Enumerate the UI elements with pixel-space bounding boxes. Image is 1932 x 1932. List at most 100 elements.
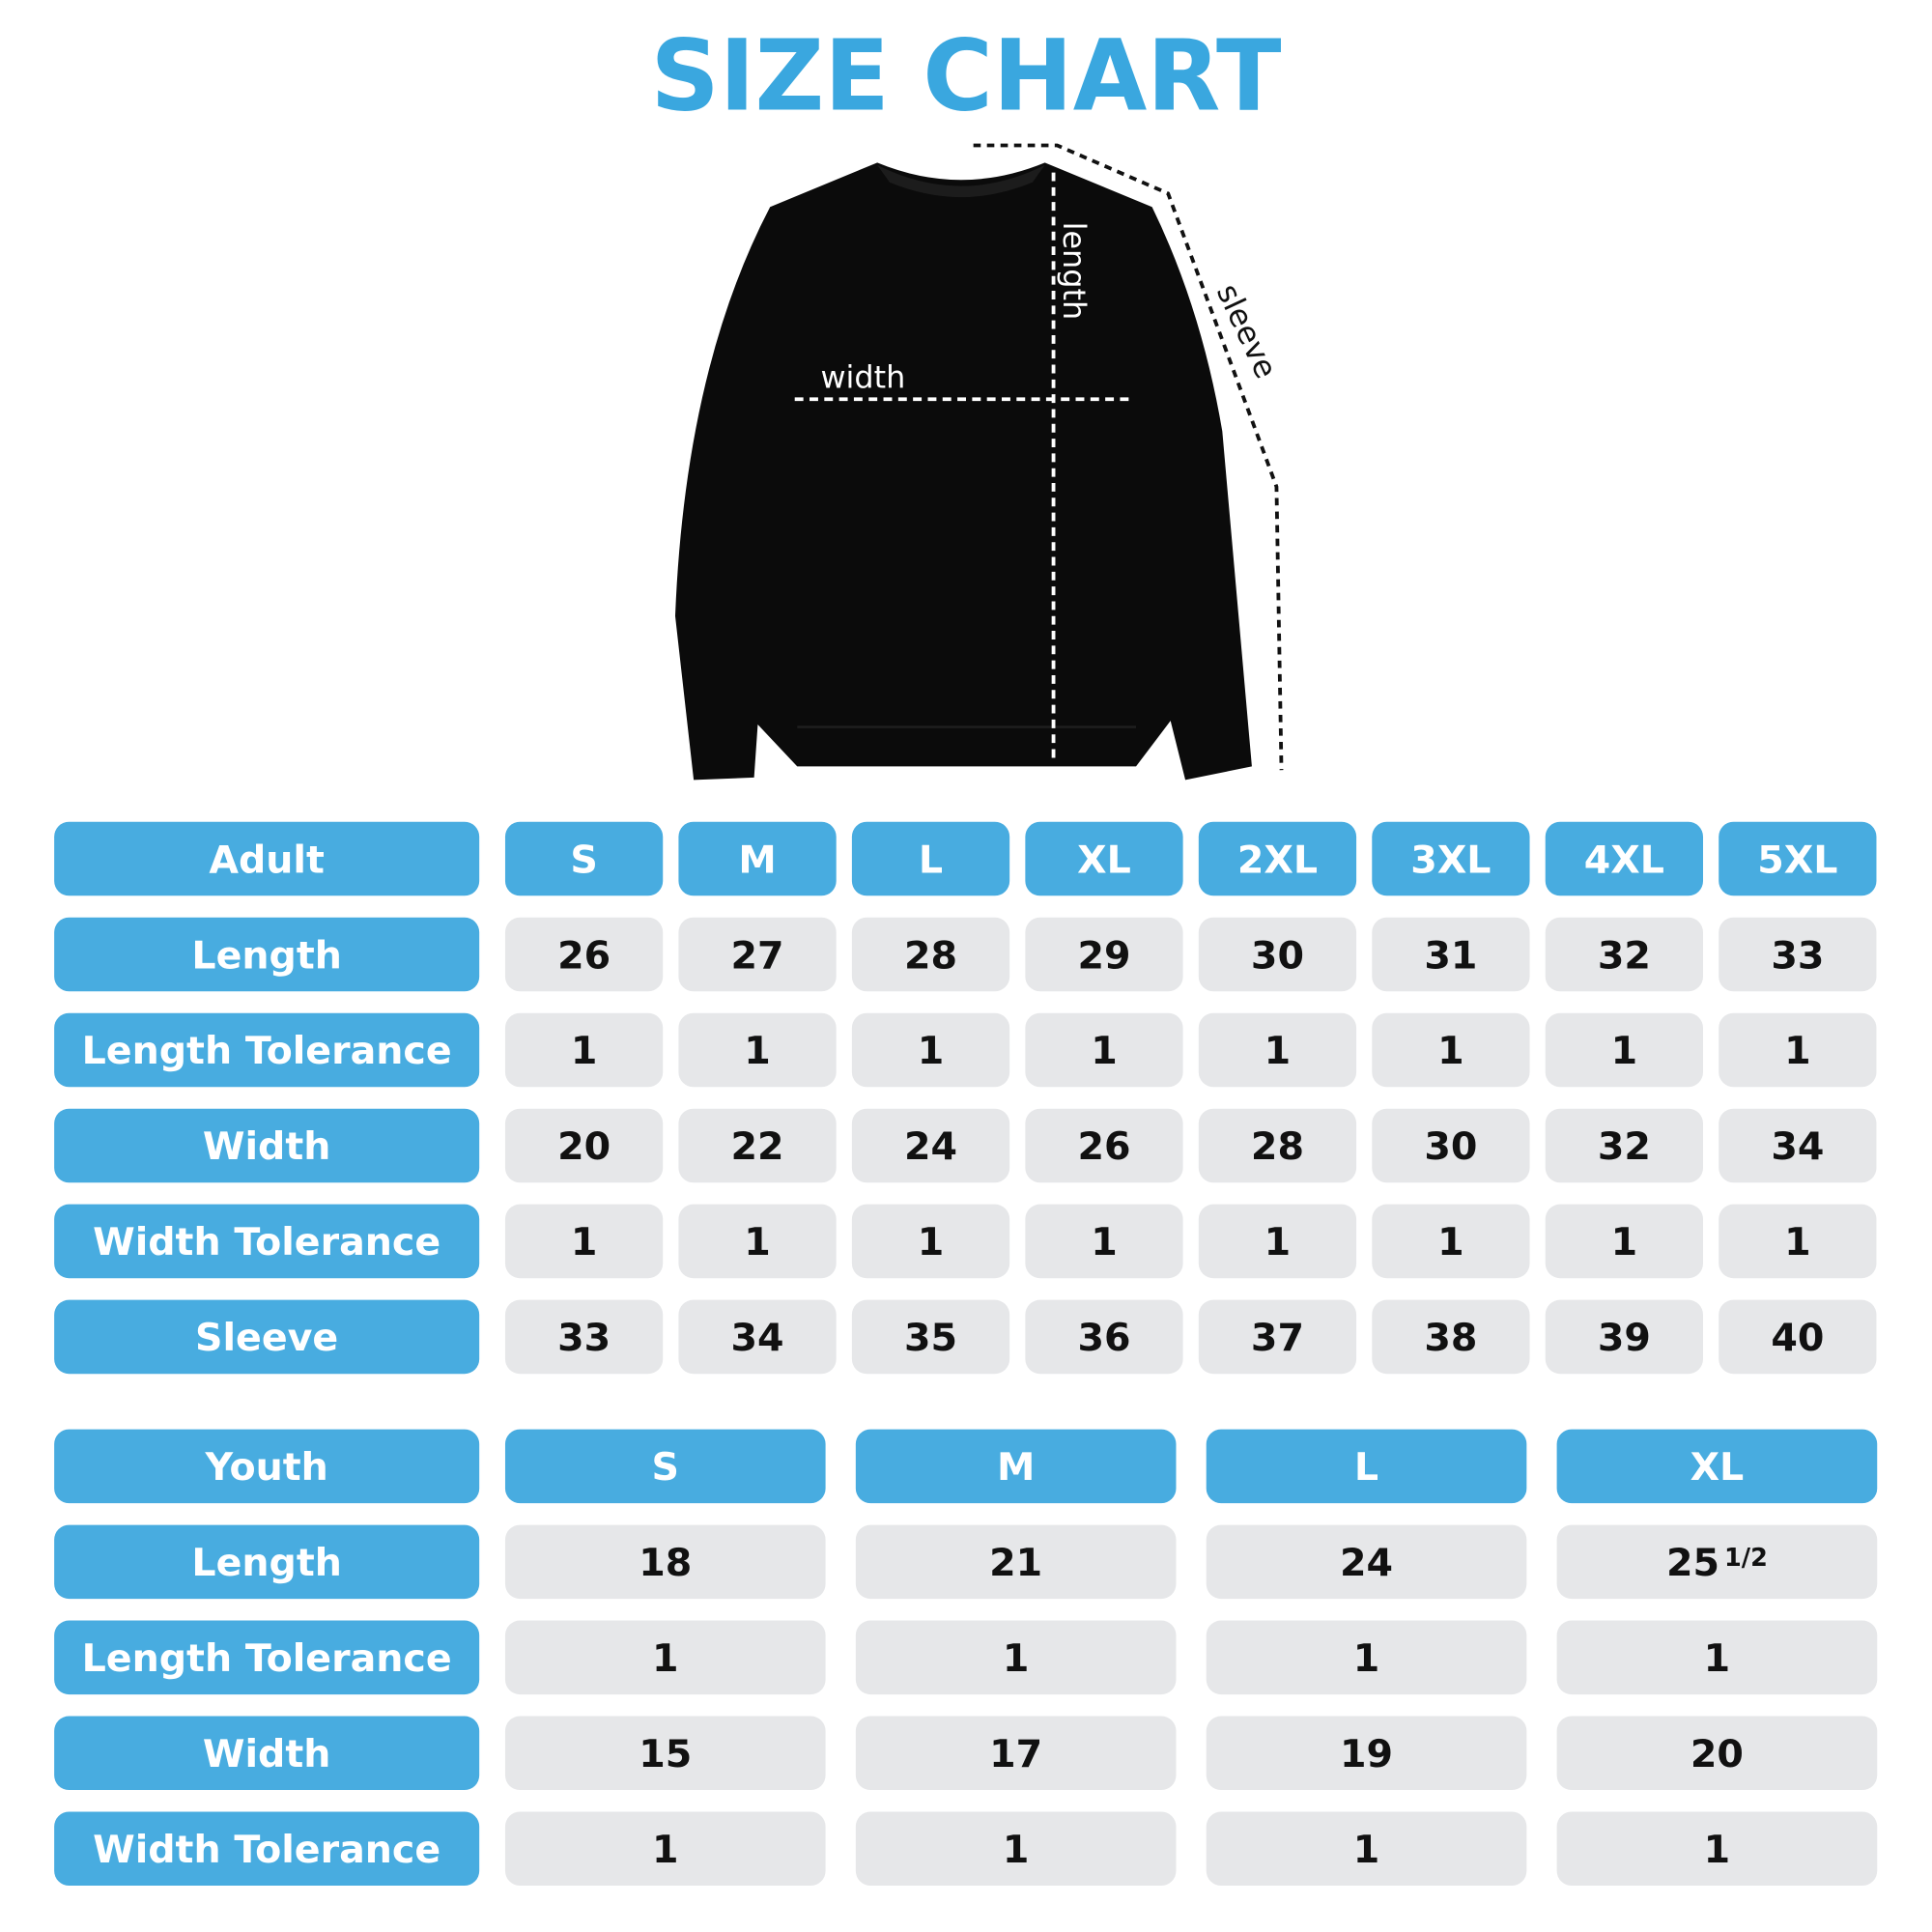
value-cell [851, 1299, 1010, 1375]
value-cell [855, 1620, 1177, 1695]
value-cell [1545, 1204, 1704, 1279]
value-text: 1 [1264, 1220, 1292, 1264]
header-cell [54, 1429, 480, 1504]
header-cell [54, 821, 480, 896]
value-text: 1 [1003, 1828, 1030, 1872]
row-label-cell [54, 1716, 480, 1791]
value-text: 20 [557, 1124, 611, 1169]
value-text: 1 [1437, 1029, 1464, 1073]
row-label: Length Tolerance [82, 1029, 452, 1073]
title: SIZE CHART [650, 19, 1281, 134]
value-text: 30 [1251, 933, 1304, 978]
header-text: 2XL [1237, 838, 1318, 882]
row-label-cell [54, 1524, 480, 1600]
header-text: 3XL [1410, 838, 1491, 882]
value-text: 32 [1598, 933, 1651, 978]
header-cell [1372, 821, 1530, 896]
value-cell [1556, 1811, 1878, 1887]
value-cell [1719, 1204, 1877, 1279]
header-text: L [1354, 1445, 1378, 1490]
value-cell [1025, 1204, 1183, 1279]
row-label-cell [54, 1012, 480, 1088]
value-cell [1556, 1716, 1878, 1791]
value-cell [1198, 1108, 1357, 1183]
header-text: XL [1690, 1445, 1745, 1490]
value-text: 39 [1598, 1316, 1651, 1360]
value-cell [1198, 1204, 1357, 1279]
header-text: M [738, 838, 776, 882]
value-text: 1 [1353, 1828, 1380, 1872]
row-label: Length [191, 1541, 341, 1585]
value-cell [1719, 1012, 1877, 1088]
value-cell [504, 1108, 664, 1183]
value-text: 1 [1784, 1220, 1811, 1264]
length-label: length [1056, 222, 1093, 321]
value-cell [1206, 1811, 1527, 1887]
value-cell [851, 1108, 1010, 1183]
header-cell [1198, 821, 1357, 896]
header-text: 5XL [1757, 838, 1837, 882]
value-cell [504, 1299, 664, 1375]
value-text: 32 [1598, 1124, 1651, 1169]
row-label-cell [54, 1204, 480, 1279]
value-cell [1025, 1108, 1183, 1183]
header-cell [504, 821, 664, 896]
value-cell [1206, 1524, 1527, 1600]
value-fraction: 1/2 [1724, 1544, 1768, 1573]
header-cell [1556, 1429, 1878, 1504]
value-cell [1372, 1204, 1530, 1279]
value-cell [1198, 1012, 1357, 1088]
value-cell [678, 917, 837, 992]
header-cell [1025, 821, 1183, 896]
value-text: 1 [1704, 1828, 1731, 1872]
value-cell [678, 1012, 837, 1088]
value-cell [1372, 917, 1530, 992]
value-whole: 25 [1666, 1541, 1719, 1585]
value-text: 15 [639, 1732, 692, 1776]
value-cell [851, 1012, 1010, 1088]
value-text: 34 [1771, 1124, 1824, 1169]
value-cell [504, 1620, 826, 1695]
row-label: Width Tolerance [93, 1220, 440, 1264]
row-label: Width [203, 1124, 330, 1169]
value-text: 1 [1437, 1220, 1464, 1264]
sweater [674, 162, 1252, 781]
header-cell [855, 1429, 1177, 1504]
value-cell [1545, 1108, 1704, 1183]
value-text: 36 [1077, 1316, 1130, 1360]
value-cell [504, 1716, 826, 1791]
value-text: 1 [918, 1029, 945, 1073]
header-cell [1545, 821, 1704, 896]
sleeve-line [973, 143, 1284, 771]
value-cell [855, 1811, 1177, 1887]
value-text: 21 [989, 1541, 1042, 1585]
value-text: 1 [1091, 1220, 1118, 1264]
header-cell [1719, 821, 1877, 896]
value-text: 1 [652, 1636, 679, 1681]
value-cell [851, 917, 1010, 992]
value-text: 33 [557, 1316, 611, 1360]
value-text: 1 [744, 1029, 771, 1073]
header-text: S [652, 1445, 679, 1490]
value-cell [1372, 1299, 1530, 1375]
value-cell [1198, 1299, 1357, 1375]
value-text: 31 [1424, 933, 1477, 978]
row-label: Sleeve [195, 1316, 338, 1360]
value-cell [1372, 1108, 1530, 1183]
value-text: 1 [1611, 1029, 1638, 1073]
header-text: S [570, 838, 597, 882]
header-cell [1206, 1429, 1527, 1504]
value-text: 1 [571, 1220, 598, 1264]
value-cell [1206, 1716, 1527, 1791]
value-text: 1 [652, 1828, 679, 1872]
value-text: 37 [1251, 1316, 1304, 1360]
value-cell [1556, 1524, 1878, 1600]
row-label: Length [191, 933, 341, 978]
value-cell [855, 1524, 1177, 1600]
value-text: 1 [1353, 1636, 1380, 1681]
value-cell [1025, 1012, 1183, 1088]
row-label-cell [54, 1108, 480, 1183]
